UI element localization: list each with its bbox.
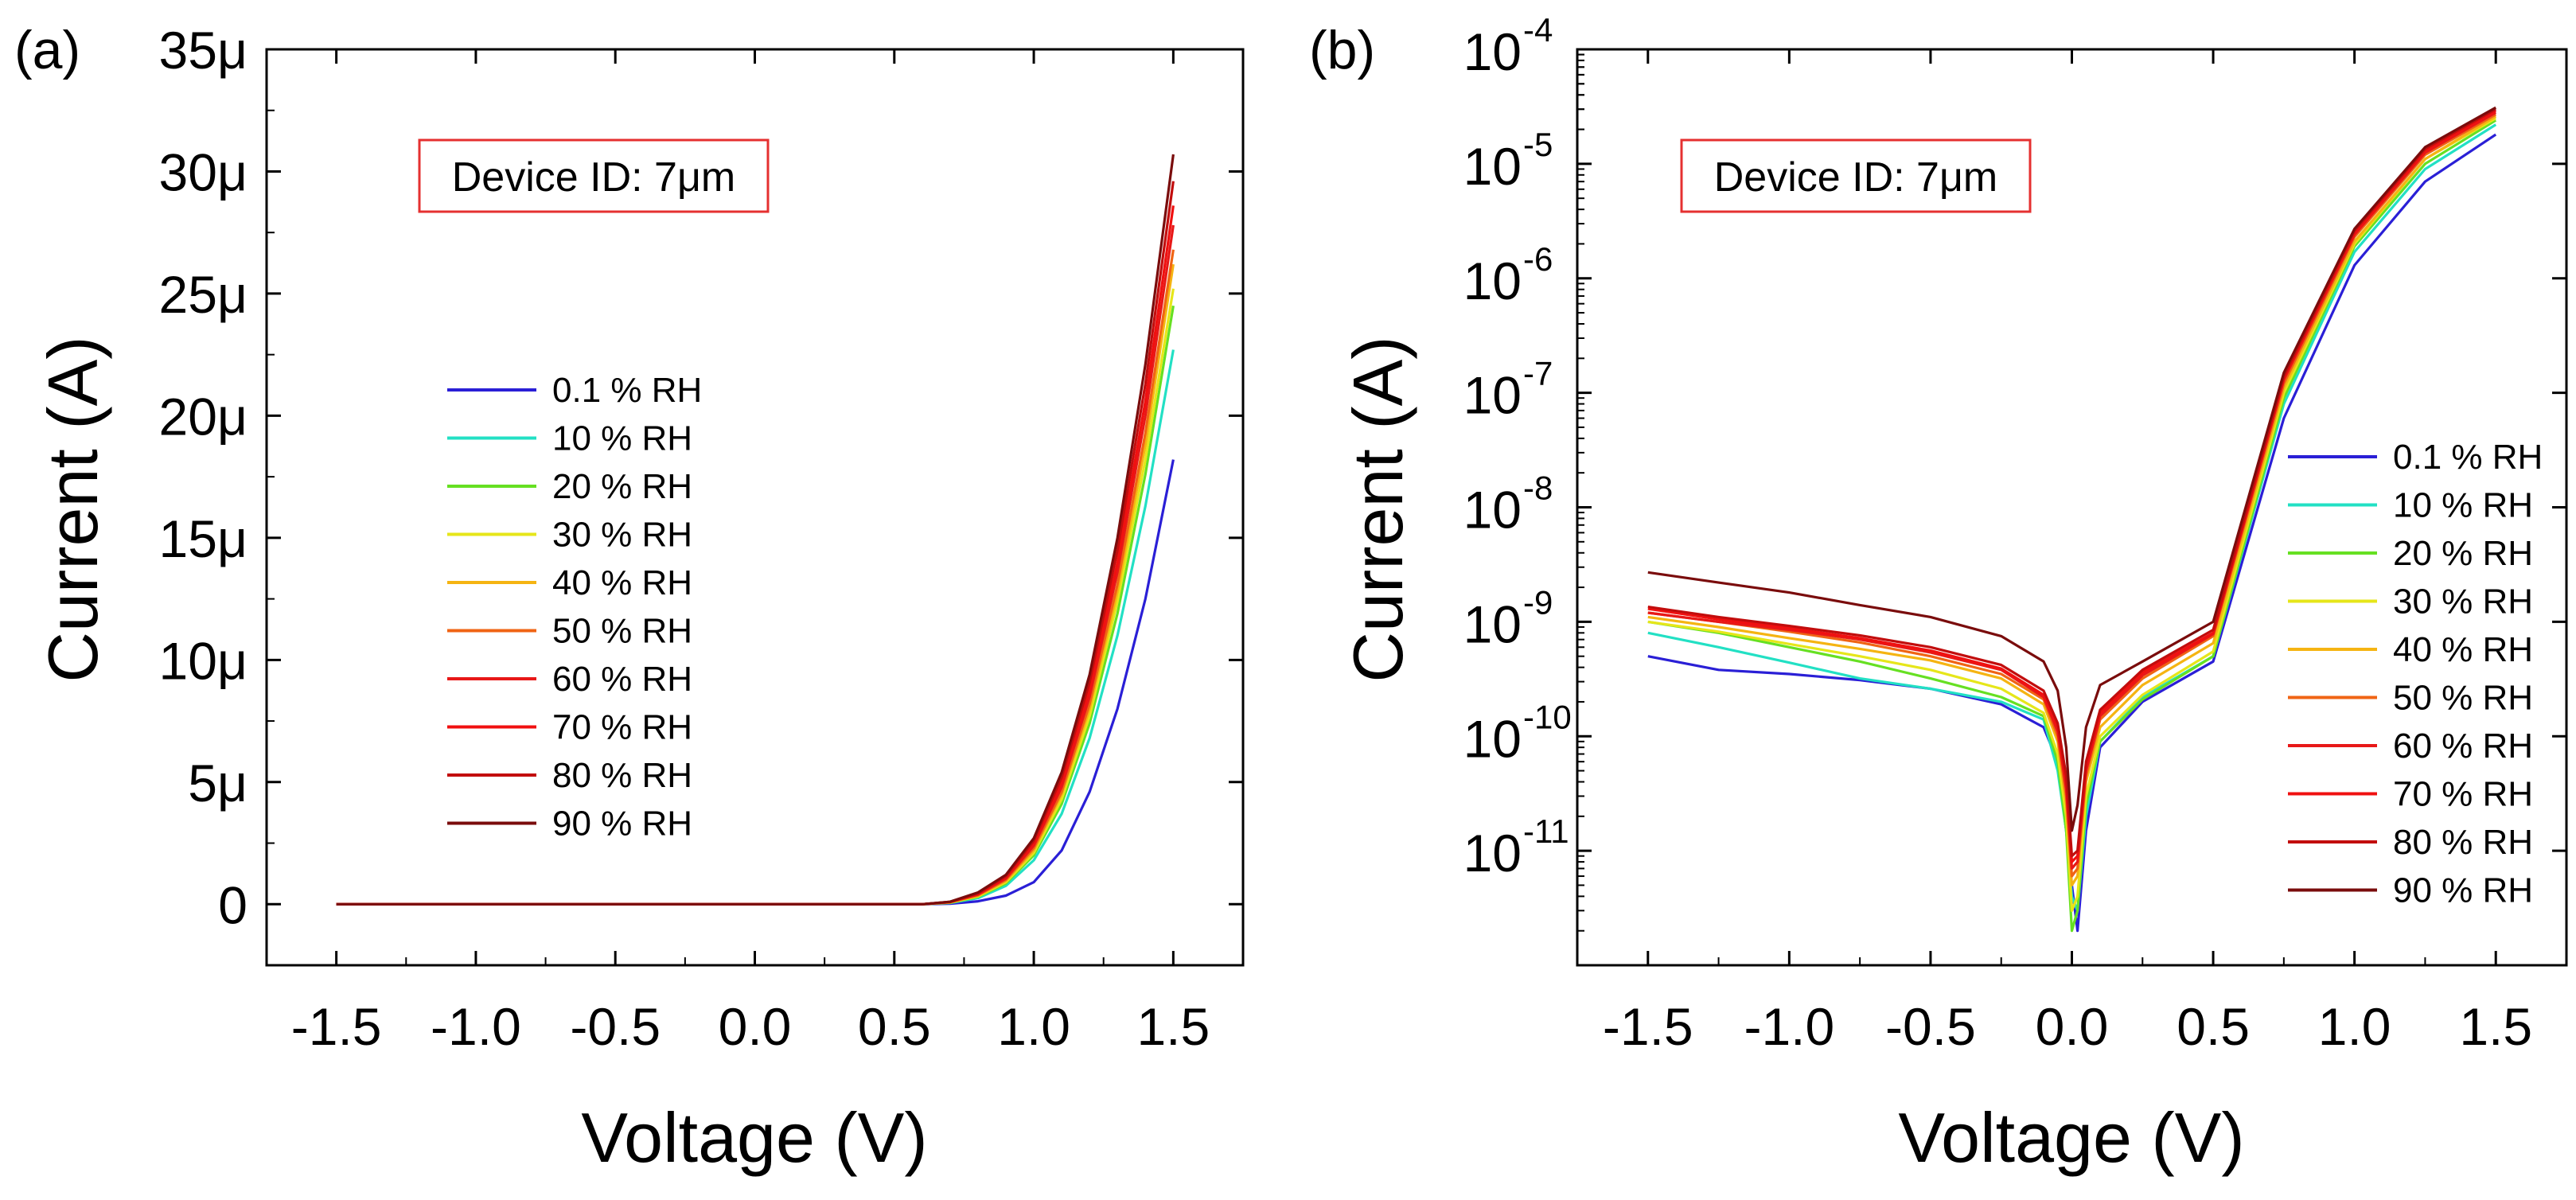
panel-a-y-tick-label: 10μ: [159, 631, 247, 690]
panel-a-legend-label: 0.1 % RH: [552, 371, 702, 410]
panel-a-y-tick-label: 25μ: [159, 265, 247, 324]
panel-a-y-tick-label: 15μ: [159, 509, 247, 568]
panel-a-legend-label: 50 % RH: [552, 612, 692, 651]
panel-a-legend-label: 40 % RH: [552, 563, 692, 602]
panel-a-x-tick-label: 1.0: [997, 997, 1070, 1056]
panel-a-legend-label: 10 % RH: [552, 419, 692, 458]
panel-b-annotation: Device ID: 7μm: [1680, 138, 2032, 213]
panel-a-x-tick-label: 1.5: [1136, 997, 1210, 1056]
panel-b-y-tick-label: 10: [1463, 22, 1522, 81]
panel-b-legend-label: 50 % RH: [2393, 679, 2533, 718]
panel-b-x-tick-label: 0.0: [2036, 997, 2109, 1056]
panel-a-y-tick-label: 5μ: [188, 754, 247, 812]
panel-b-series-line-3: [1647, 119, 2497, 933]
panel-a-x-axis-title: Voltage (V): [581, 1098, 927, 1177]
panel-b-x-tick-label: 0.5: [2177, 997, 2250, 1056]
panel-b-legend-label: 40 % RH: [2393, 630, 2533, 669]
panel-a-annotation: Device ID: 7μm: [418, 138, 770, 213]
panel-b-y-tick-exponent: -5: [1523, 126, 1553, 163]
panel-b-series-group: [1647, 106, 2497, 933]
panel-b-x-tick-label: -1.5: [1603, 997, 1693, 1056]
panel-a-annotation-text: Device ID: 7μm: [452, 154, 735, 201]
panel-b-annotation-box: [1680, 138, 2032, 213]
panel-b-y-tick-label: 10: [1463, 366, 1522, 425]
panel-b-y-tick-exponent: -4: [1523, 11, 1553, 49]
panel-a-x-tick-label: 0.5: [858, 997, 931, 1056]
panel-a-legend-label: 60 % RH: [552, 660, 692, 699]
panel-a-x-tick-label: -1.0: [431, 997, 521, 1056]
panel-b-y-tick-exponent: -10: [1523, 698, 1572, 735]
panel-b-y-tick-exponent: -7: [1523, 355, 1553, 392]
panel-a-y-tick-label: 30μ: [159, 142, 247, 201]
panel-a-series-line-8: [336, 205, 1175, 906]
panel-b-legend-label: 60 % RH: [2393, 727, 2533, 766]
panel-b-legend-label: 20 % RH: [2393, 534, 2533, 573]
panel-a-y-tick-label: 35μ: [159, 21, 247, 80]
panel-b-y-tick-exponent: -6: [1523, 240, 1553, 278]
panel-b-x-tick-label: -0.5: [1885, 997, 1976, 1056]
panel-b-annotation-text: Device ID: 7μm: [1714, 154, 1997, 201]
panel-b-x-axis-title: Voltage (V): [1898, 1098, 2244, 1177]
panel-a-y-tick-label: 20μ: [159, 387, 247, 446]
panel-a-y-axis-title: Current (A): [33, 336, 112, 682]
panel-b-y-axis-title: Current (A): [1339, 336, 1417, 682]
panel-a-legend-label: 30 % RH: [552, 516, 692, 555]
panel-b-series-line-10: [1647, 106, 2496, 832]
panel-b-y-tick-label: 10: [1463, 594, 1522, 653]
panel-b-y-tick-label: 10: [1463, 481, 1522, 540]
panel-b-x-tick-label: -1.0: [1744, 997, 1834, 1056]
panel-a-legend-label: 80 % RH: [552, 756, 692, 795]
panel-b-legend-label: 70 % RH: [2393, 775, 2533, 814]
panel-b-y-tick-label: 10: [1463, 137, 1522, 196]
panel-b-legend-label: 0.1 % RH: [2393, 438, 2543, 477]
panel-a-x-tick-label: 0.0: [719, 997, 792, 1056]
panel-a-x-tick-label: -1.5: [291, 997, 382, 1056]
panel-b-y-tick-exponent: -11: [1523, 812, 1569, 850]
panel-a-legend: 0.1 % RH 10 % RH 20 % RH 30 % RH 40 % RH 50 %…: [447, 371, 702, 844]
panel-b-y-tick-exponent: -9: [1523, 583, 1553, 621]
panel-a-y-tick-label: 0: [218, 875, 247, 934]
panel-b-legend-label: 80 % RH: [2393, 823, 2533, 862]
panel-b-legend-label: 10 % RH: [2393, 486, 2533, 525]
panel-a-legend-label: 90 % RH: [552, 805, 692, 844]
panel-b-y-tick-label: 10: [1463, 709, 1522, 768]
panel-a-series-group: [336, 154, 1175, 906]
panel-b-y-tick-label: 10: [1463, 251, 1522, 310]
panel-a-series-line-10: [336, 154, 1175, 906]
panel-b-x-tick-label: 1.0: [2318, 997, 2391, 1056]
panel-b-legend-label: 30 % RH: [2393, 582, 2533, 621]
panel-b-legend: 0.1 % RH 10 % RH 20 % RH 30 % RH 40 % RH 50 %…: [2288, 438, 2543, 910]
panel-b-y-tick-exponent: -8: [1523, 469, 1553, 507]
panel-a-legend-label: 20 % RH: [552, 467, 692, 506]
panel-a-legend-label: 70 % RH: [552, 708, 692, 747]
panel-a-series-line-9: [336, 181, 1175, 906]
panel-b-x-tick-label: 1.5: [2459, 997, 2532, 1056]
panel-a-x-tick-label: -0.5: [570, 997, 661, 1056]
panel-a-label: (a): [14, 20, 80, 80]
panel-a: (a) -1.5 -1.0 -0.5 0.0 0.5 1.0 1.5 0 5μ 10μ 15μ 20…: [14, 20, 1245, 1177]
panel-b-series-line-1: [1647, 133, 2497, 933]
panel-b-y-tick-label: 10: [1463, 824, 1522, 882]
panel-b-legend-label: 90 % RH: [2393, 871, 2533, 910]
panel-b-label: (b): [1309, 20, 1375, 80]
panel-a-annotation-box: [418, 138, 770, 213]
